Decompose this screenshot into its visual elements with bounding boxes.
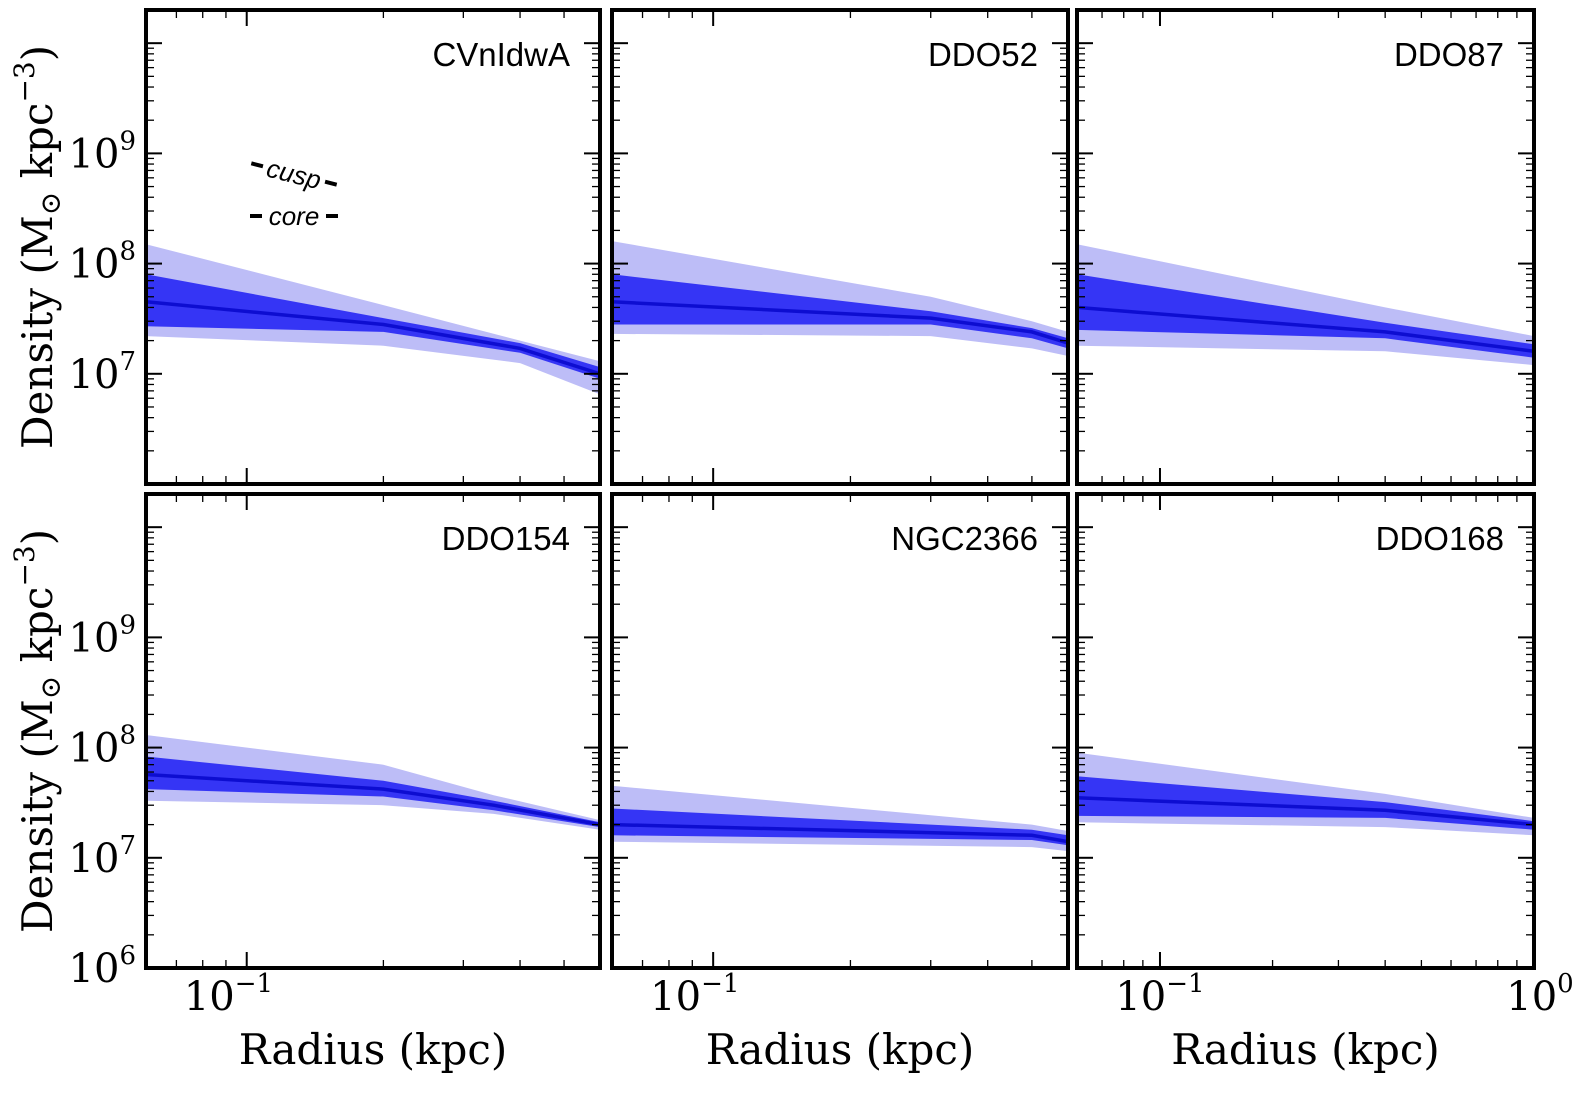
y-tick-label: 106 bbox=[69, 941, 136, 992]
panel-ngc2366: NGC2366 bbox=[612, 493, 1068, 969]
y-tick-label: 108 bbox=[69, 721, 136, 772]
panel-ddo87: DDO87 bbox=[1077, 9, 1534, 485]
plot-area bbox=[1077, 752, 1534, 836]
median-line bbox=[1077, 305, 1534, 354]
panel-frame bbox=[610, 8, 1070, 486]
inner-band bbox=[1077, 776, 1534, 830]
median-line bbox=[612, 822, 1068, 844]
frames-layer bbox=[144, 8, 1536, 970]
panel-ddo52: DDO52 bbox=[612, 9, 1068, 485]
cusp-label: cusp bbox=[264, 153, 325, 195]
panels-layer: CVnIdwA cusp core DDO52 DDO87 DDO154 NGC2366 DD… bbox=[146, 9, 1534, 969]
x-tick-label: 100 bbox=[1506, 969, 1573, 1020]
inner-band bbox=[612, 808, 1068, 846]
y-tick-label: 108 bbox=[69, 237, 136, 288]
plot-area bbox=[1077, 244, 1534, 366]
cusp-indicator: cusp bbox=[250, 153, 338, 195]
ticks bbox=[1077, 493, 1534, 969]
y-tick-label: 107 bbox=[69, 347, 136, 398]
inner-band bbox=[146, 756, 600, 828]
median-line bbox=[1077, 796, 1534, 827]
plot-area bbox=[146, 244, 600, 395]
panel-ddo168: DDO168 bbox=[1077, 493, 1534, 969]
cusp-dash bbox=[324, 179, 338, 187]
ticks bbox=[146, 9, 600, 485]
median-line bbox=[146, 772, 600, 827]
panel-cvnidwa: CVnIdwA cusp core bbox=[146, 9, 600, 485]
x-tick-label: 10−1 bbox=[650, 969, 739, 1020]
x-tick-label: 10−1 bbox=[1115, 969, 1204, 1020]
slope-legend: cusp core bbox=[250, 153, 338, 231]
panel-frame bbox=[1075, 8, 1536, 486]
ticks bbox=[612, 493, 1068, 969]
y-tick-label: 107 bbox=[69, 831, 136, 882]
y-axis-title: Density (M⊙ kpc−3) bbox=[8, 529, 67, 933]
y-tick-label: 109 bbox=[69, 126, 136, 177]
ticks bbox=[146, 493, 600, 969]
x-axis-title: Radius (kpc) bbox=[1171, 1025, 1440, 1074]
panel-title: DDO168 bbox=[1376, 520, 1504, 557]
plot-area bbox=[612, 241, 1068, 356]
ticks bbox=[1077, 9, 1534, 485]
labels-layer: 107 108 109 106 107 108 109 10−1 Radius (kpc) 10−… bbox=[8, 45, 1574, 1074]
cusp-dash bbox=[250, 161, 264, 169]
x-tick-label: 10−1 bbox=[184, 969, 273, 1020]
median-line bbox=[146, 300, 600, 376]
y-tick-label: 109 bbox=[69, 610, 136, 661]
panel-title: DDO87 bbox=[1394, 36, 1504, 73]
inner-band bbox=[146, 274, 600, 379]
panel-frame bbox=[1075, 492, 1536, 970]
y-axis-title: Density (M⊙ kpc−3) bbox=[8, 45, 67, 449]
inner-band bbox=[612, 274, 1068, 349]
panel-frame bbox=[144, 8, 602, 486]
panel-title: DDO52 bbox=[928, 36, 1038, 73]
median-line bbox=[612, 300, 1068, 345]
panel-title: DDO154 bbox=[442, 520, 570, 557]
x-axis-title: Radius (kpc) bbox=[239, 1025, 508, 1074]
panel-ddo154: DDO154 bbox=[146, 493, 600, 969]
panel-frame bbox=[610, 492, 1070, 970]
plot-area bbox=[612, 785, 1068, 852]
panel-title: CVnIdwA bbox=[432, 36, 570, 73]
plot-area bbox=[146, 735, 600, 830]
panel-title: NGC2366 bbox=[891, 520, 1038, 557]
x-axis-title: Radius (kpc) bbox=[706, 1025, 975, 1074]
core-label: core bbox=[269, 201, 320, 231]
ticks bbox=[612, 9, 1068, 485]
panel-frame bbox=[144, 492, 602, 970]
